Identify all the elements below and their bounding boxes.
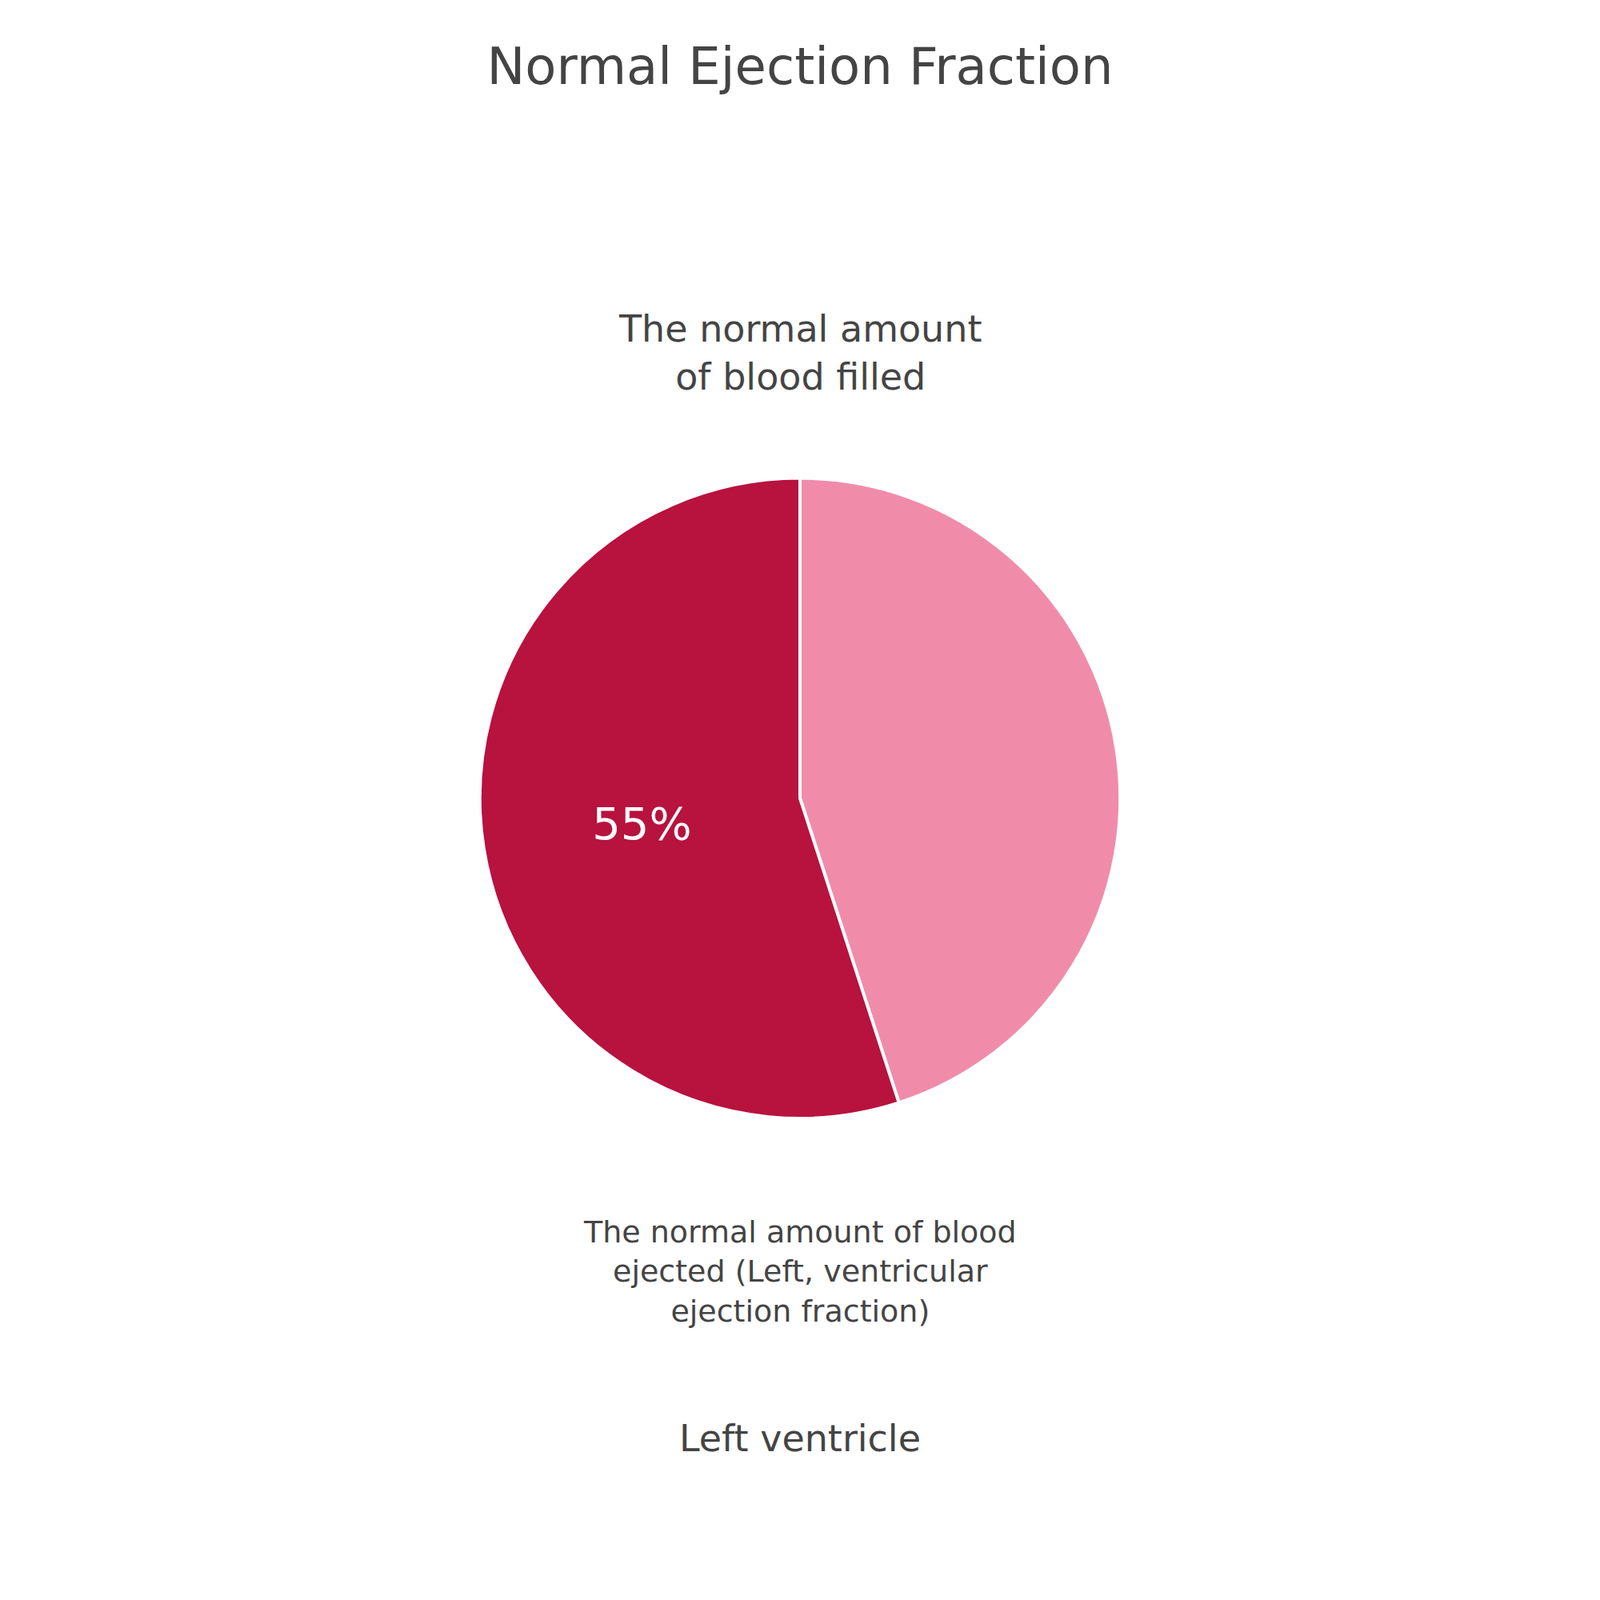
svg-text:Left ventricle: Left ventricle xyxy=(679,1416,921,1460)
svg-text:The normal amountof blood fill: The normal amountof blood filled xyxy=(618,307,982,399)
svg-text:Normal Ejection Fraction: Normal Ejection Fraction xyxy=(486,36,1113,96)
svg-text:The normal amount of bloodejec: The normal amount of bloodejected (Left,… xyxy=(583,1214,1017,1329)
svg-text:55%: 55% xyxy=(592,797,692,850)
